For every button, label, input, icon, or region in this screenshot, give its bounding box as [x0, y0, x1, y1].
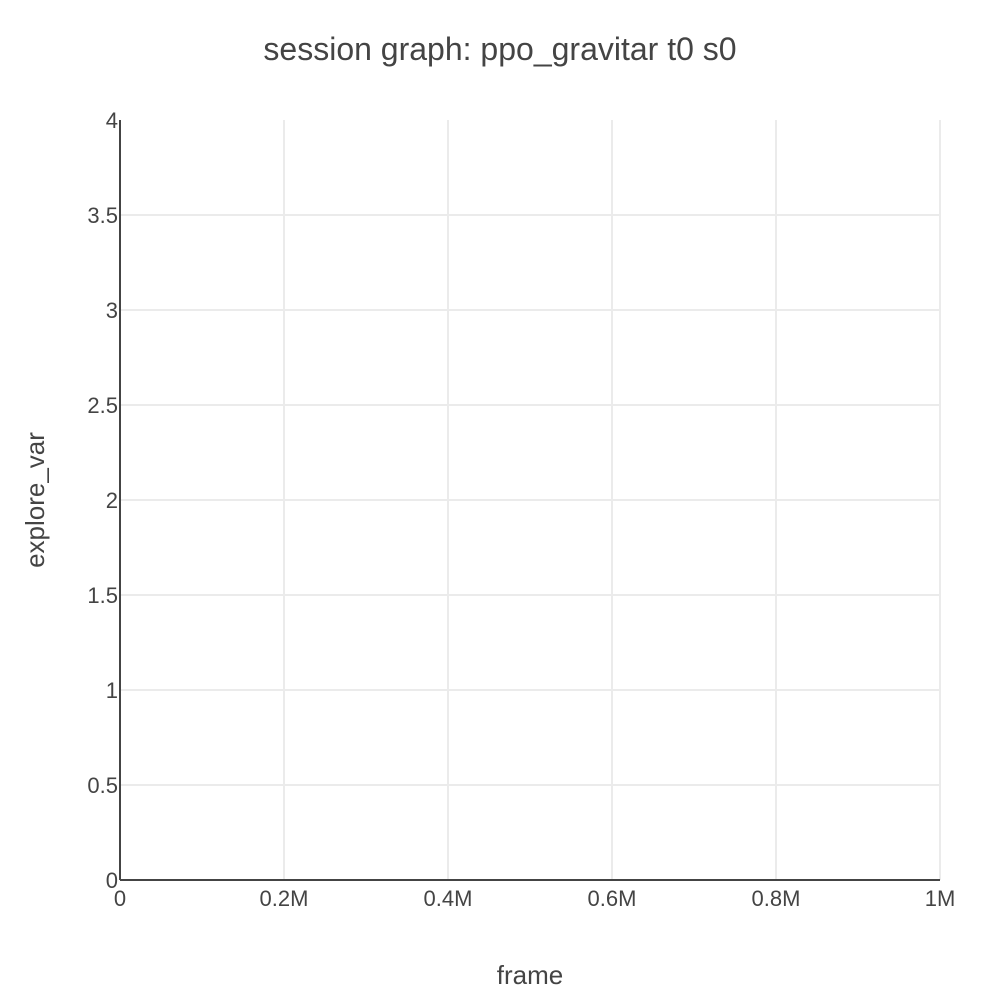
x-tick-label: 0.8M	[752, 886, 801, 911]
y-tick-label: 1	[106, 678, 118, 703]
y-tick-label: 2.5	[87, 393, 118, 418]
x-tick-label: 0.2M	[260, 886, 309, 911]
x-tick-label: 1M	[925, 886, 956, 911]
y-tick-label: 1.5	[87, 583, 118, 608]
grid-lines	[120, 120, 941, 880]
y-tick-label: 0.5	[87, 773, 118, 798]
chart-title: session graph: ppo_gravitar t0 s0	[263, 31, 736, 67]
y-tick-label: 3	[106, 298, 118, 323]
y-tick-label: 3.5	[87, 203, 118, 228]
x-tick-label: 0.4M	[424, 886, 473, 911]
x-axis-title: frame	[497, 960, 563, 990]
y-tick-label: 0	[106, 868, 118, 893]
y-tick-label: 2	[106, 488, 118, 513]
x-tick-label: 0.6M	[588, 886, 637, 911]
x-tick-label: 0	[114, 886, 126, 911]
y-axis-title: explore_var	[20, 432, 50, 568]
x-axis-ticks: 0 0.2M 0.4M 0.6M 0.8M 1M	[114, 886, 955, 911]
y-tick-label: 4	[106, 108, 118, 133]
y-axis-ticks: 0 0.5 1 1.5 2 2.5 3 3.5 4	[87, 108, 118, 893]
